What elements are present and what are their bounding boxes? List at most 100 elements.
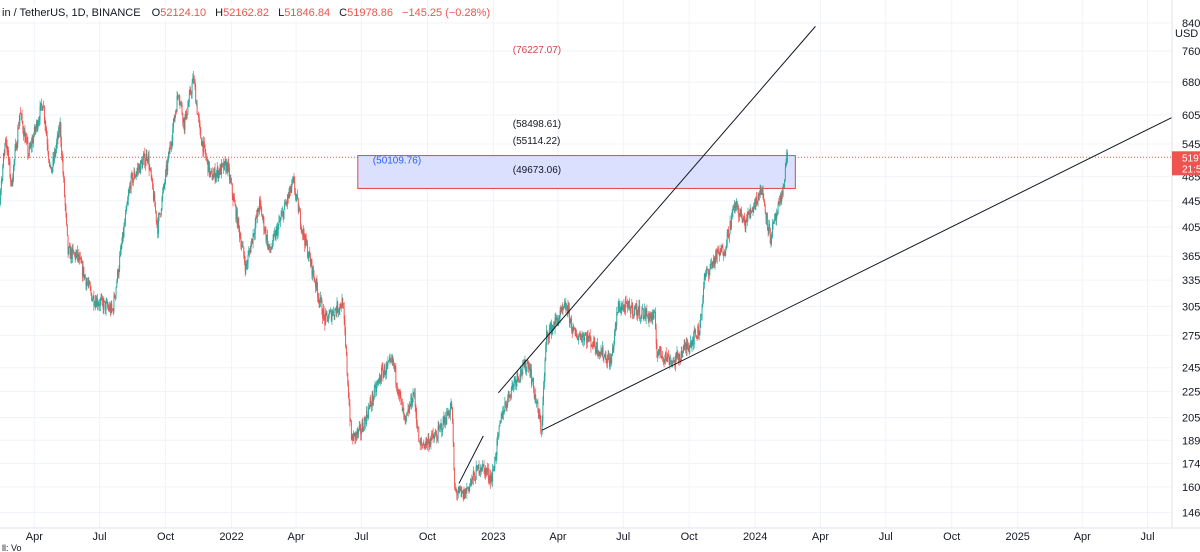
candle-body xyxy=(761,194,763,196)
candle-body xyxy=(530,369,532,384)
candle-body xyxy=(134,172,136,178)
candle-body xyxy=(700,314,702,315)
candle-body xyxy=(393,363,395,370)
candle-body xyxy=(176,95,178,112)
price-zone[interactable]: (50109.76) xyxy=(357,155,796,189)
candle-body xyxy=(432,433,434,438)
trendline[interactable] xyxy=(498,26,816,394)
candle-body xyxy=(787,152,788,162)
candle-body xyxy=(579,334,581,336)
candle-body xyxy=(731,210,733,217)
candle-body xyxy=(767,227,769,231)
candle-body xyxy=(457,492,459,495)
candle-body xyxy=(321,300,323,315)
candle-body xyxy=(523,363,525,368)
candle-body xyxy=(726,231,728,245)
candle-body xyxy=(298,209,300,213)
candle-body xyxy=(712,262,714,265)
candle-body xyxy=(745,219,747,229)
candle-body xyxy=(719,249,721,256)
legend-header[interactable]: in / TetherUS, 1D, BINANCE O52124.10 H52… xyxy=(2,7,490,19)
candle-body xyxy=(65,205,67,214)
price-tick-label: 2450 xyxy=(1182,363,1200,375)
candle-body xyxy=(513,379,515,388)
candle-body xyxy=(753,208,755,209)
candle-body xyxy=(494,457,496,470)
candle-body xyxy=(216,167,218,173)
candle-body xyxy=(624,301,626,313)
candle-body xyxy=(644,308,646,317)
candle-body xyxy=(570,318,572,320)
time-tick-label: 2024 xyxy=(743,531,767,543)
candle-body xyxy=(25,137,27,143)
candle-body xyxy=(85,278,87,287)
candle-body xyxy=(640,315,642,318)
candle-body xyxy=(25,137,27,139)
candle-body xyxy=(315,279,317,288)
candle-body xyxy=(590,338,592,347)
trendlines[interactable] xyxy=(458,26,1173,484)
candle-body xyxy=(340,304,342,307)
candle-body xyxy=(565,302,567,309)
candle-body xyxy=(723,253,725,256)
zone-rectangle[interactable] xyxy=(357,155,796,189)
candle-body xyxy=(399,390,401,396)
candle-body xyxy=(654,312,656,314)
candle-body xyxy=(501,413,503,418)
candle-body xyxy=(693,330,695,345)
candle-body xyxy=(112,310,114,312)
candle-body xyxy=(529,367,531,377)
candle-body xyxy=(14,149,16,160)
candle-body xyxy=(360,425,362,435)
price-axis-unit[interactable]: USD xyxy=(1175,28,1198,40)
candle-body xyxy=(68,247,70,254)
time-axis[interactable]: Apr Jul Oct 2022 Apr Jul Oct 2023 Apr Jul Oct 2024 A… xyxy=(0,527,1200,543)
price-axis[interactable]: USD 840076006800605054504850445040503650… xyxy=(1171,0,1200,552)
candle-body xyxy=(265,229,267,241)
candle-body xyxy=(766,213,768,228)
change-value: −145.25 (−0.28%) xyxy=(402,7,490,19)
candle-body xyxy=(595,349,597,353)
candle-body xyxy=(744,222,746,229)
candle-body xyxy=(774,219,775,221)
candle-body xyxy=(135,176,136,178)
candle-body xyxy=(645,310,647,319)
candle-body xyxy=(212,178,214,180)
candle-body xyxy=(418,427,420,442)
candle-body xyxy=(726,244,727,249)
candle-body xyxy=(127,200,129,205)
candle-body xyxy=(452,407,453,424)
trendline[interactable] xyxy=(541,116,1173,431)
candle-body xyxy=(241,245,243,247)
candle-body xyxy=(410,396,412,407)
candle-body xyxy=(518,377,519,381)
candle-body xyxy=(93,295,95,306)
candle-body xyxy=(74,253,76,259)
candle-body xyxy=(333,315,335,317)
candle-body xyxy=(560,310,562,312)
candle-body xyxy=(469,483,471,485)
candle-body xyxy=(740,209,742,212)
bar-countdown-label: 21:5 xyxy=(1182,164,1200,175)
candle-body xyxy=(229,177,231,180)
candle-body xyxy=(449,414,451,416)
candle-body xyxy=(272,244,273,248)
candle-body xyxy=(539,413,541,421)
candle-body xyxy=(430,438,432,445)
candle-body xyxy=(769,228,771,244)
candle-body xyxy=(51,166,52,173)
candle-body xyxy=(350,420,352,422)
candle-body xyxy=(673,360,675,363)
trendline[interactable] xyxy=(458,435,484,484)
candle-body xyxy=(317,297,319,299)
candle-body xyxy=(698,334,700,336)
candle-body xyxy=(304,237,306,246)
candle-body xyxy=(554,318,556,329)
candle-body xyxy=(436,434,438,439)
candle-body xyxy=(99,304,101,306)
candle-body xyxy=(589,335,591,339)
candle-body xyxy=(519,377,521,380)
candle-body xyxy=(330,310,332,321)
candle-body xyxy=(274,232,276,235)
